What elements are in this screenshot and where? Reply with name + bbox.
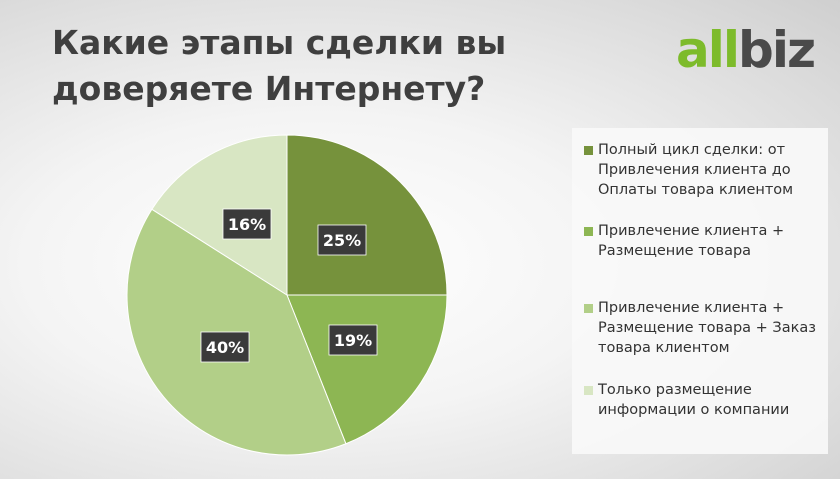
data-label-text-attract-place-order: 40% <box>206 338 244 357</box>
logo-part-all: all <box>676 21 740 79</box>
data-label-box-attract-place <box>328 324 378 356</box>
data-label-box-full-cycle <box>317 224 367 256</box>
pie-slice-attract-place <box>286 294 448 445</box>
legend-item-full-cycle: Полный цикл сделки: от Привлечения клиен… <box>584 140 824 200</box>
data-label-box-attract-place-order <box>200 331 250 363</box>
legend-item-info-only: Только размещение информации о компании <box>584 380 824 420</box>
logo-part-biz: biz <box>738 21 816 79</box>
data-label-text-info-only: 16% <box>228 215 266 234</box>
allbiz-logo: allbiz <box>676 20 816 80</box>
data-label-attract-place: 19% <box>328 324 378 356</box>
chart-title: Какие этапы сделки вы доверяете Интернет… <box>52 23 507 108</box>
legend-label-attract-place: Привлечение клиента + Размещение товара <box>598 223 785 259</box>
legend-swatch-info-only <box>584 386 593 395</box>
legend-label-full-cycle: Полный цикл сделки: от Привлечения клиен… <box>598 142 794 198</box>
pie-slice-info-only <box>151 134 288 296</box>
data-label-text-attract-place: 19% <box>334 331 372 350</box>
data-label-info-only: 16% <box>222 208 272 240</box>
pie-slice-full-cycle <box>286 134 448 296</box>
data-label-text-full-cycle: 25% <box>323 231 361 250</box>
legend-swatch-attract-place-order <box>584 304 593 313</box>
legend-label-info-only: Только размещение информации о компании <box>598 382 790 418</box>
legend-label-attract-place-order: Привлечение клиента + Размещение товара … <box>598 300 816 356</box>
data-label-box-info-only <box>222 208 272 240</box>
legend-item-attract-place-order: Привлечение клиента + Размещение товара … <box>584 298 824 358</box>
data-label-attract-place-order: 40% <box>200 331 250 363</box>
legend-swatch-attract-place <box>584 227 593 236</box>
legend-item-attract-place: Привлечение клиента + Размещение товара <box>584 221 824 261</box>
data-label-full-cycle: 25% <box>317 224 367 256</box>
legend-swatch-full-cycle <box>584 146 593 155</box>
chart-legend: Полный цикл сделки: от Привлечения клиен… <box>572 128 828 454</box>
